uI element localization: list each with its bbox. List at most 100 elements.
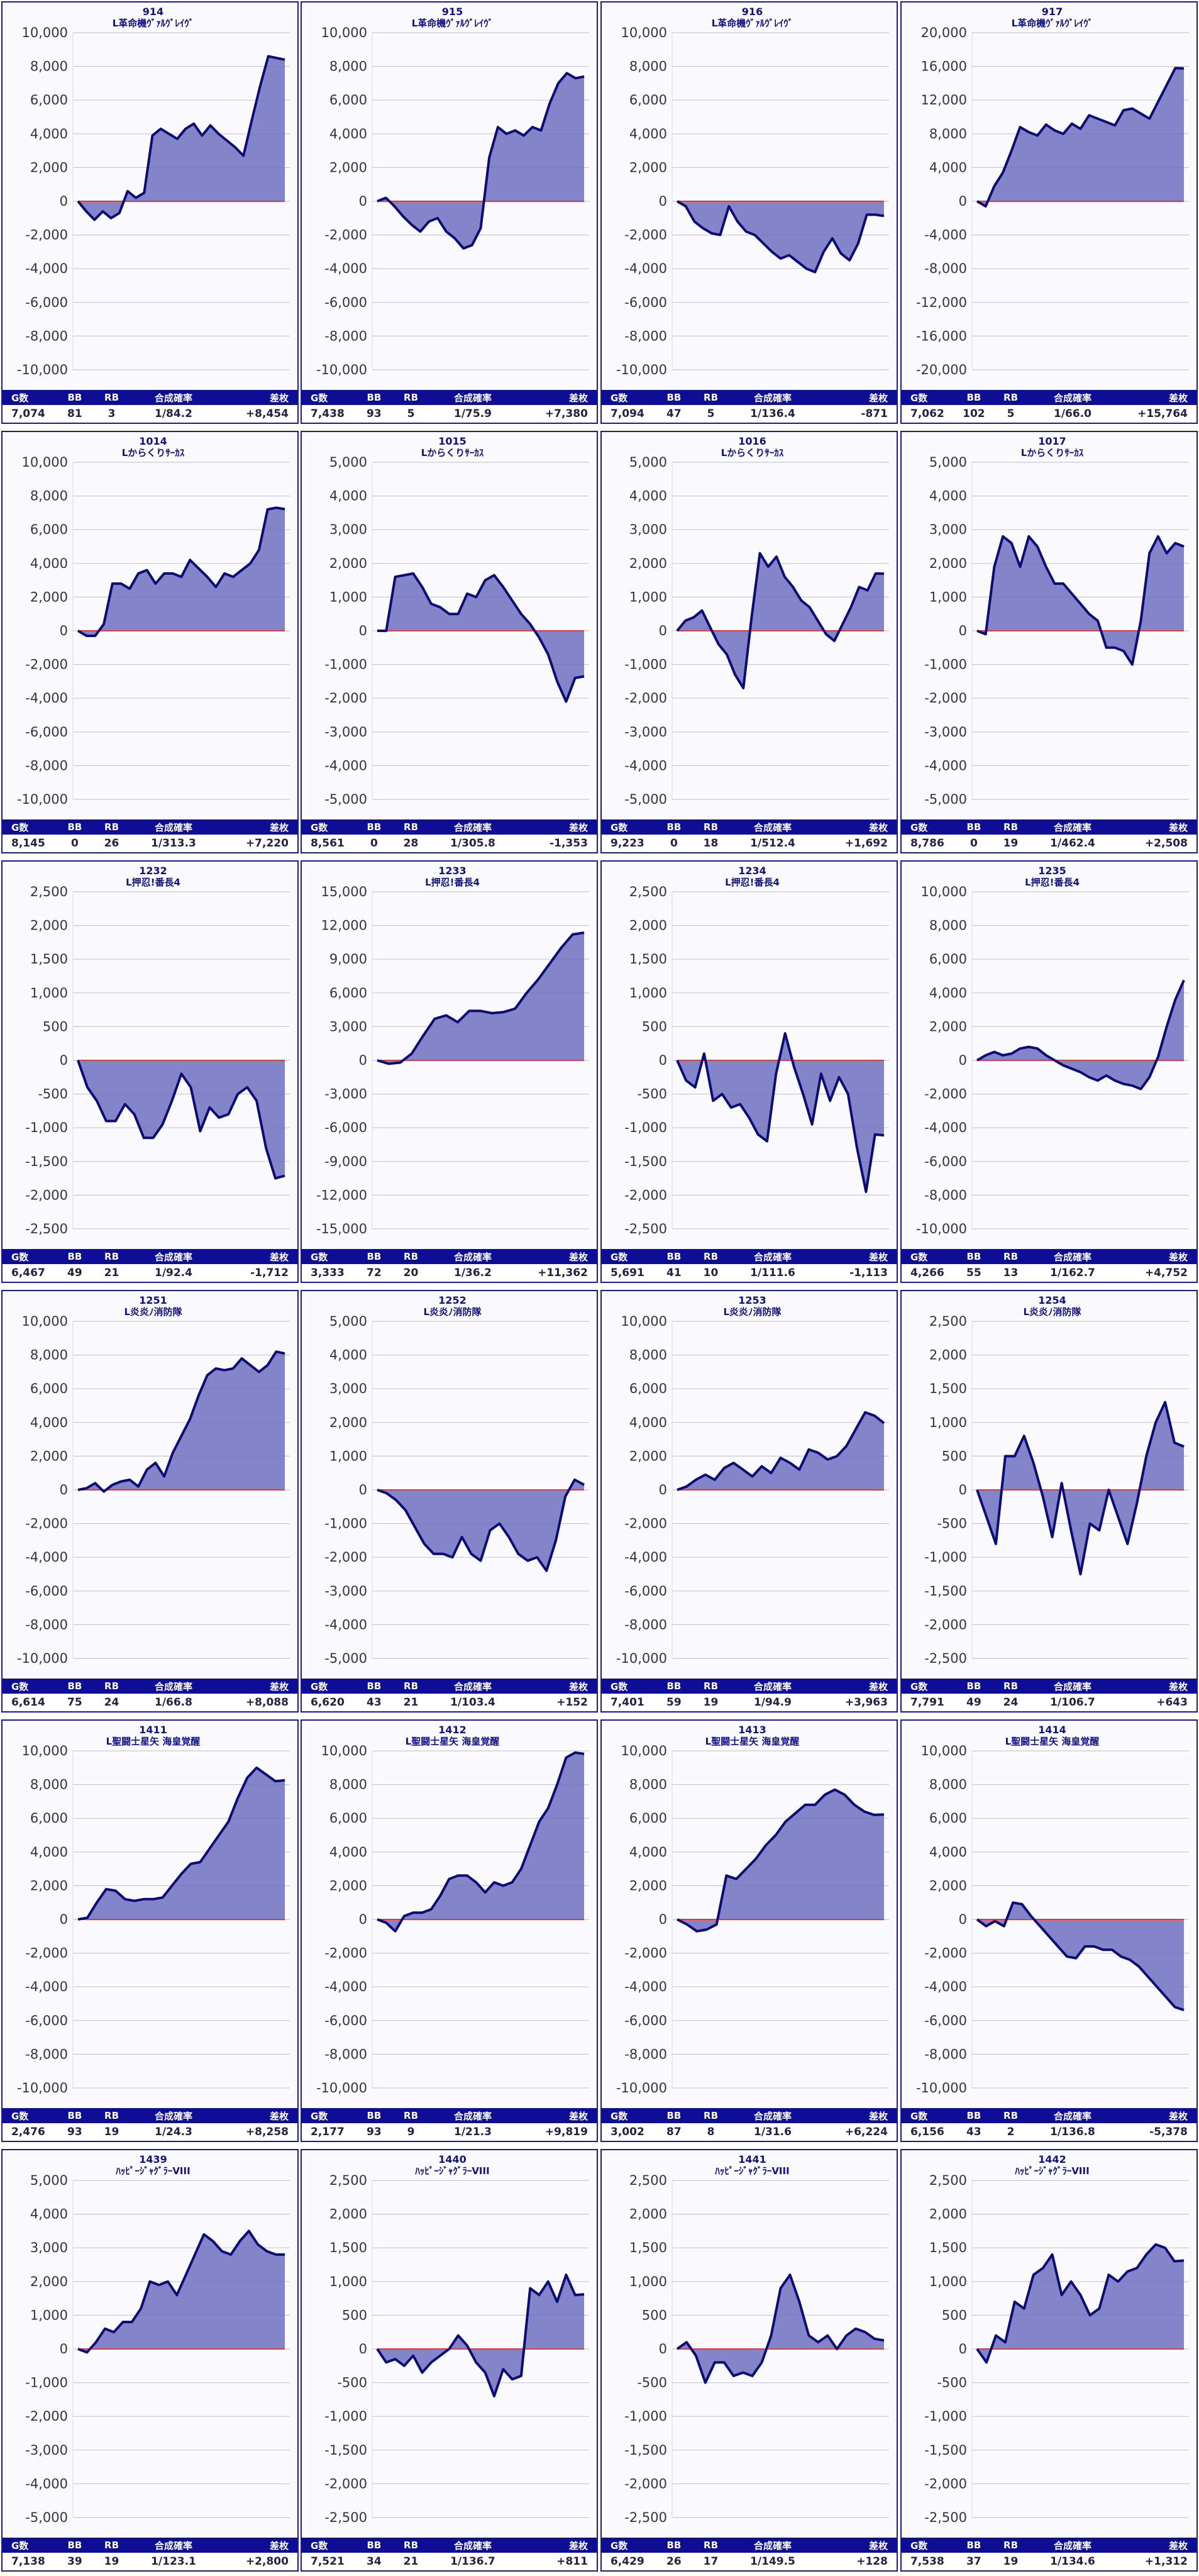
stats-value-row: 6,156 43 2 1/136.8 -5,378: [902, 2123, 1196, 2141]
series-area: [78, 1060, 285, 1179]
stats-footer: G数 BB RB 合成確率 差枚 6,429 26 17 1/149.5 +128: [602, 2538, 897, 2570]
stats-footer: G数 BB RB 合成確率 差枚 7,062 102 5 1/66.0 +15,764: [902, 390, 1196, 423]
y-tick-label: 1,500: [929, 1381, 967, 1396]
stats-value-bb: 81: [67, 408, 82, 420]
stats-header-row: G数 BB RB 合成確率 差枚: [902, 1679, 1196, 1694]
stats-header-bb: BB: [666, 2540, 682, 2551]
series-area: [977, 1402, 1184, 1574]
y-tick-label: -8,000: [924, 261, 967, 276]
stats-header-diff: 差枚: [868, 392, 888, 404]
machine-number: 916: [742, 6, 763, 18]
y-tick-label: 4,000: [629, 489, 667, 504]
y-tick-label: -2,000: [25, 2409, 68, 2424]
machine-number: 1439: [139, 2153, 167, 2165]
stats-value-rate: 1/512.4: [750, 837, 795, 850]
y-tick-label: 1,500: [629, 2240, 667, 2255]
stats-header-rate: 合成確率: [753, 821, 792, 833]
y-tick-label: 0: [959, 623, 967, 638]
y-tick-label: 3,000: [30, 2240, 68, 2255]
y-tick-label: -4,000: [324, 261, 367, 276]
y-tick-label: -500: [637, 1087, 667, 1102]
y-tick-label: 4,000: [30, 1415, 68, 1430]
stats-header-row: G数 BB RB 合成確率 差枚: [602, 2108, 897, 2123]
stats-value-row: 5,691 41 10 1/111.6 -1,113: [602, 1264, 897, 1282]
y-tick-label: 1,000: [30, 2307, 68, 2323]
series-area: [78, 508, 285, 636]
stats-value-bb: 59: [666, 1696, 682, 1709]
y-tick-label: -8,000: [25, 328, 68, 343]
stats-value-rb: 19: [104, 2555, 119, 2568]
series-line: [676, 552, 885, 690]
machine-title: ﾊｯﾋﾟｰｼﾞｬｸﾞﾗｰVIII: [714, 2165, 789, 2177]
y-tick-label: 2,000: [929, 1348, 967, 1363]
stats-footer: G数 BB RB 合成確率 差枚 7,138 39 19 1/123.1 +2,800: [3, 2538, 297, 2570]
y-tick-label: 1,500: [30, 952, 68, 967]
y-tick-label: -1,000: [924, 657, 967, 672]
chart-panel-1233: 1233 L押忍!番長4 -15,000 -12,000 -9,000 -6,000 -3,…: [301, 860, 598, 1283]
chart-panel-1251: 1251 L炎炎ﾉ消防隊 -10,000 -8,000 -6,000 -4,000 -2,0…: [1, 1290, 299, 1713]
y-tick-label: 6,000: [629, 92, 667, 108]
machine-number: 1442: [1038, 2153, 1066, 2165]
stats-header-g: G数: [910, 2110, 928, 2122]
y-tick-label: -5,000: [324, 792, 367, 807]
stats-value-row: 7,062 102 5 1/66.0 +15,764: [902, 405, 1196, 423]
y-tick-label: 0: [659, 1482, 667, 1497]
y-tick-label: 10,000: [22, 1314, 68, 1329]
stats-header-rate: 合成確率: [1053, 821, 1091, 833]
y-tick-label: -2,000: [924, 1946, 967, 1961]
y-tick-label: 2,500: [629, 884, 667, 899]
stats-value-row: 7,094 47 5 1/136.4 -871: [602, 405, 897, 423]
y-tick-label: 12,000: [921, 92, 967, 108]
stats-header-rb: RB: [704, 821, 718, 833]
stats-header-rb: RB: [404, 1251, 418, 1262]
machine-title: L革命機ｳﾞｧﾙｳﾞﾚｲｳﾞ: [412, 18, 494, 29]
stats-value-rate: 1/66.0: [1053, 408, 1091, 420]
stats-value-row: 6,614 75 24 1/66.8 +8,088: [3, 1694, 297, 1711]
stats-header-bb: BB: [666, 2110, 682, 2121]
stats-value-g: 7,538: [910, 2555, 944, 2568]
y-tick-label: 0: [959, 1912, 967, 1927]
y-tick-label: -2,000: [324, 691, 367, 706]
y-tick-label: 8,000: [929, 1777, 967, 1792]
stats-value-rb: 17: [703, 2555, 719, 2568]
stats-footer: G数 BB RB 合成確率 差枚 7,401 59 19 1/94.9 +3,963: [602, 1679, 897, 1711]
series-area: [977, 1902, 1184, 2011]
stats-header-g: G数: [910, 1251, 928, 1263]
y-tick-label: 500: [942, 2307, 967, 2323]
stats-value-diff: +643: [1156, 1696, 1188, 1709]
stats-header-bb: BB: [367, 1251, 382, 1262]
y-tick-label: -2,500: [924, 2510, 967, 2525]
stats-value-bb: 87: [666, 2126, 682, 2138]
stats-header-rate: 合成確率: [154, 2110, 192, 2122]
stats-value-row: 2,476 93 19 1/24.3 +8,258: [3, 2123, 297, 2141]
stats-value-bb: 49: [67, 1267, 82, 1279]
stats-header-bb: BB: [966, 1680, 981, 1692]
y-tick-label: 1,000: [929, 1415, 967, 1430]
y-tick-label: -6,000: [25, 295, 68, 310]
stats-header-rate: 合成確率: [154, 821, 192, 833]
y-tick-label: -2,000: [25, 1946, 68, 1961]
chart-panel-917: 917 L革命機ｳﾞｧﾙｳﾞﾚｲｳﾞ -20,000 -16,000 -12,000 -8…: [900, 1, 1198, 424]
y-tick-label: 0: [659, 623, 667, 638]
stats-value-rb: 19: [1003, 837, 1019, 850]
stats-value-diff: +7,220: [245, 837, 289, 850]
stats-header-rb: RB: [1003, 392, 1018, 403]
y-tick-label: 5,000: [329, 1314, 367, 1329]
y-tick-label: -4,000: [25, 1550, 68, 1565]
y-tick-label: 3,000: [329, 522, 367, 537]
stats-footer: G数 BB RB 合成確率 差枚 6,614 75 24 1/66.8 +8,088: [3, 1679, 297, 1711]
stats-value-row: 2,177 93 9 1/21.3 +9,819: [302, 2123, 597, 2141]
stats-header-diff: 差枚: [568, 1680, 588, 1692]
y-tick-label: 0: [359, 2341, 367, 2357]
stats-value-g: 7,401: [611, 1696, 644, 1709]
stats-header-row: G数 BB RB 合成確率 差枚: [3, 390, 297, 405]
y-tick-label: 10,000: [921, 1743, 967, 1758]
stats-value-rate: 1/136.4: [750, 408, 795, 420]
stats-value-diff: +8,258: [245, 2126, 289, 2138]
stats-header-rb: RB: [104, 1680, 119, 1692]
y-tick-label: 4,000: [929, 489, 967, 504]
